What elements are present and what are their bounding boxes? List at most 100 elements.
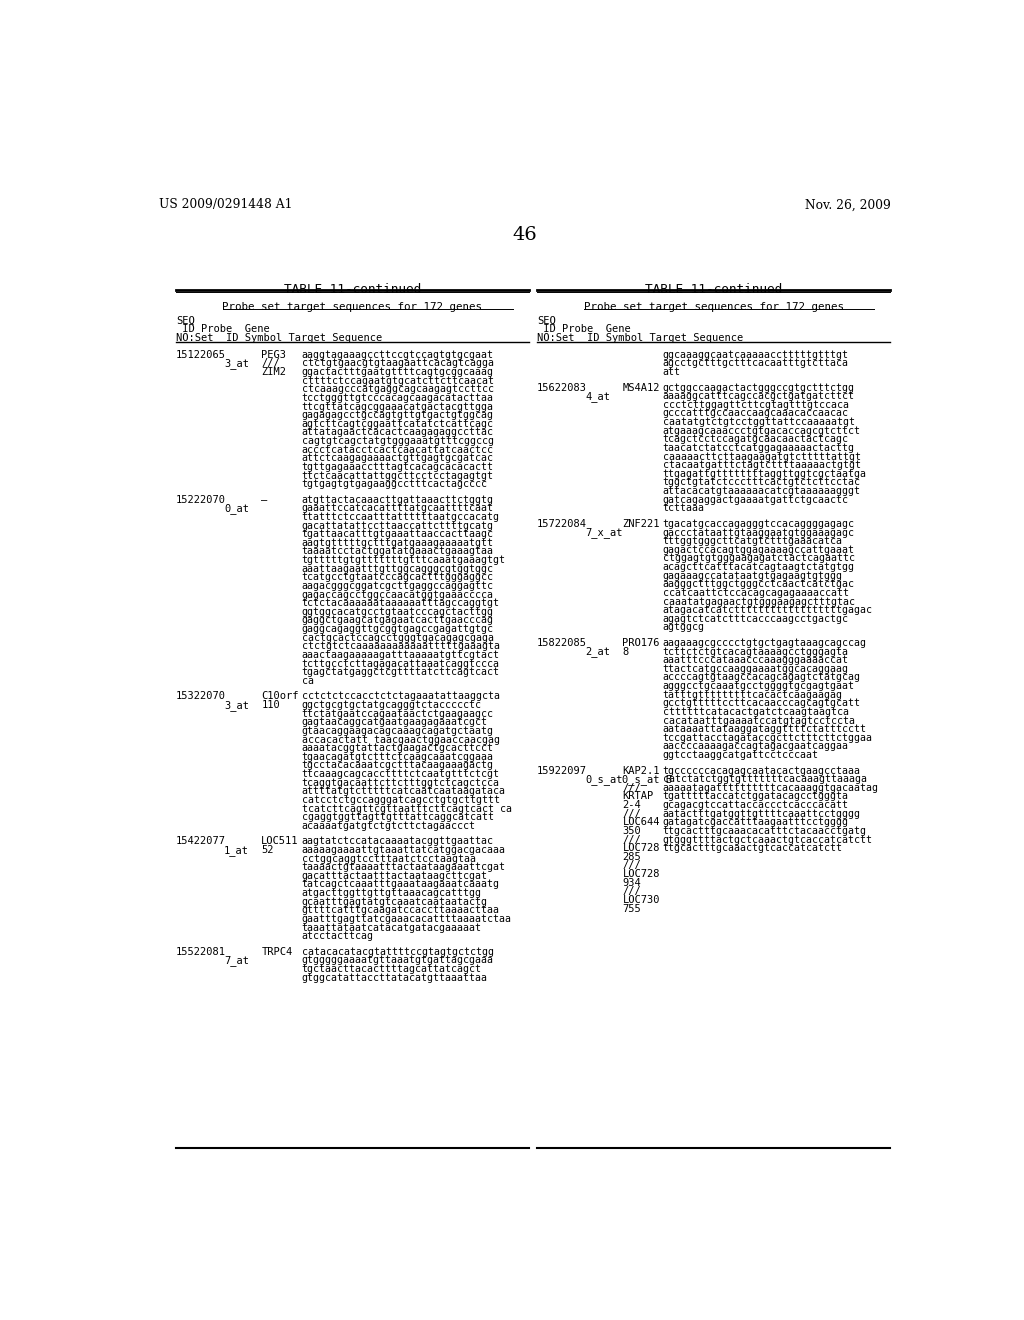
Text: tctctacaaaaaataaaaaatttagccaggtgt: tctctacaaaaaataaaaaatttagccaggtgt	[302, 598, 500, 609]
Text: ttctatgaatccagaataactctgaagaagcc: ttctatgaatccagaataactctgaagaagcc	[302, 709, 494, 718]
Text: tgtttttgtgtttttttgtttcaaatgaaagtgt: tgtttttgtgtttttttgtttcaaatgaaagtgt	[302, 556, 506, 565]
Text: aaccccaaaagaccagtagacgaatcaggaa: aaccccaaaagaccagtagacgaatcaggaa	[663, 742, 849, 751]
Text: aaaaatagattttttttttcacaaaggtgacaatag: aaaaatagattttttttttcacaaaggtgacaatag	[663, 783, 879, 793]
Text: gaggcagaggttgcggtgagccgagattgtgc: gaggcagaggttgcggtgagccgagattgtgc	[302, 624, 494, 634]
Text: agagtctcatctttcacccaagcctgactgc: agagtctcatctttcacccaagcctgactgc	[663, 614, 849, 624]
Text: 0_s_at: 0_s_at	[586, 775, 623, 785]
Text: ZNF221: ZNF221	[623, 519, 659, 529]
Text: 15522081: 15522081	[176, 946, 226, 957]
Text: gttttcatttgcaagatccaccttaaaacttaa: gttttcatttgcaagatccaccttaaaacttaa	[302, 906, 500, 915]
Text: US 2009/0291448 A1: US 2009/0291448 A1	[159, 198, 293, 211]
Text: agcctgctttgctttcacaatttgtcttaca: agcctgctttgctttcacaatttgtcttaca	[663, 359, 849, 368]
Text: ///: ///	[623, 861, 641, 870]
Text: cctctctccacctctctagaaatattaaggcta: cctctctccacctctctagaaatattaaggcta	[302, 692, 500, 701]
Text: tcttgcctcttagagacattaaatcaggtccca: tcttgcctcttagagacattaaatcaggtccca	[302, 659, 500, 669]
Text: 4_at: 4_at	[586, 391, 610, 403]
Text: taacatctatcctcatggagaaaaactacttg: taacatctatcctcatggagaaaaactacttg	[663, 444, 855, 453]
Text: SEQ: SEQ	[538, 315, 556, 326]
Text: 0_at: 0_at	[224, 503, 249, 515]
Text: tgccccccacagagcaatacactgaagcctaaa: tgccccccacagagcaatacactgaagcctaaa	[663, 766, 861, 776]
Text: TRPC4: TRPC4	[261, 946, 293, 957]
Text: tgacatgcaccagagggtccacaggggagagc: tgacatgcaccagagggtccacaggggagagc	[663, 519, 855, 529]
Text: catcctctgccagggatcagcctgtgcttgttt: catcctctgccagggatcagcctgtgcttgttt	[302, 795, 500, 805]
Text: accacactatt taacgaactggaaccaacgag: accacactatt taacgaactggaaccaacgag	[302, 734, 500, 744]
Text: 755: 755	[623, 904, 641, 913]
Text: caatatgtctgtcctggttattccaaaaatgt: caatatgtctgtcctggttattccaaaaatgt	[663, 417, 855, 428]
Text: tggctgtatctccctttcactgtctcttcctac: tggctgtatctccctttcactgtctcttcctac	[663, 478, 861, 487]
Text: cgaggtggttagttgtttattcaggcatcatt: cgaggtggttagttgtttattcaggcatcatt	[302, 812, 494, 822]
Text: gaggctgaagcatgagaatcacttgaacccag: gaggctgaagcatgagaatcacttgaacccag	[302, 615, 494, 626]
Text: cttttctccagaatgtgcatcttcttcaacat: cttttctccagaatgtgcatcttcttcaacat	[302, 376, 494, 385]
Text: ccctcttggagttcttcgtagtttgtccaca: ccctcttggagttcttcgtagtttgtccaca	[663, 400, 849, 411]
Text: tgaacagatgtctttctcaagcaaatcggaaa: tgaacagatgtctttctcaagcaaatcggaaa	[302, 752, 494, 762]
Text: ggcaaaggcaatcaaaaacctttttgtttgt: ggcaaaggcaatcaaaaacctttttgtttgt	[663, 350, 849, 360]
Text: att: att	[663, 367, 681, 378]
Text: tcctgggttgtcccacagcaagacatacttaa: tcctgggttgtcccacagcaagacatacttaa	[302, 393, 494, 403]
Text: aaaaagaaaattgtaaattatcatggacgacaaa: aaaaagaaaattgtaaattatcatggacgacaaa	[302, 845, 506, 855]
Text: ttctcaacattattggcttcctcctagagtgt: ttctcaacattattggcttcctcctagagtgt	[302, 470, 494, 480]
Text: aatactttgatggttgttttcaaattcctgggg: aatactttgatggttgttttcaaattcctgggg	[663, 809, 861, 818]
Text: ggtggcacatgcctgtaatcccagctacttgg: ggtggcacatgcctgtaatcccagctacttgg	[302, 607, 494, 616]
Text: aataaaattataaggataggttttctatttcctt: aataaaattataaggataggttttctatttcctt	[663, 725, 866, 734]
Text: tccgattacctagataccgcttctttcttctggaa: tccgattacctagataccgcttctttcttctggaa	[663, 733, 872, 743]
Text: LOC730: LOC730	[623, 895, 659, 906]
Text: ///: ///	[623, 886, 641, 896]
Text: gatagatcgaccatttaagaatttcctgggg: gatagatcgaccatttaagaatttcctgggg	[663, 817, 849, 828]
Text: PEG3: PEG3	[261, 350, 287, 360]
Text: aagaaagcgcccctgtgctgagtaaagcagccag: aagaaagcgcccctgtgctgagtaaagcagccag	[663, 638, 866, 648]
Text: LOC644: LOC644	[623, 817, 659, 828]
Text: accctcatacctcactcaacattatcaactcc: accctcatacctcactcaacattatcaactcc	[302, 445, 494, 454]
Text: MS4A12: MS4A12	[623, 383, 659, 392]
Text: ccatcaattctccacagcagagaaaaccatt: ccatcaattctccacagcagagaaaaccatt	[663, 587, 849, 598]
Text: tgattaacatttgtgaaattaaccacttaagc: tgattaacatttgtgaaattaaccacttaagc	[302, 529, 494, 540]
Text: cagtgtcagctatgtgggaaatgtttcggccg: cagtgtcagctatgtgggaaatgtttcggccg	[302, 436, 494, 446]
Text: ggctgcgtgctatgcagggtctaccccctc: ggctgcgtgctatgcagggtctaccccctc	[302, 700, 481, 710]
Text: 15922097: 15922097	[538, 766, 587, 776]
Text: gtaacaggaagacagcaaagcagatgctaatg: gtaacaggaagacagcaaagcagatgctaatg	[302, 726, 494, 735]
Text: 15622083: 15622083	[538, 383, 587, 392]
Text: 1_at: 1_at	[224, 845, 249, 855]
Text: gcctgtttttccttcacaacccagcagtgcatt: gcctgtttttccttcacaacccagcagtgcatt	[663, 698, 861, 709]
Text: ttactcatgccaaggaaaatggcacaggaag: ttactcatgccaaggaaaatggcacaggaag	[663, 664, 849, 673]
Text: taaaatcctactggatatgaaactgaaagtaa: taaaatcctactggatatgaaactgaaagtaa	[302, 546, 494, 557]
Text: tgatttttaccatctggatacagcctgggta: tgatttttaccatctggatacagcctgggta	[663, 792, 849, 801]
Text: ID Probe  Gene: ID Probe Gene	[176, 325, 269, 334]
Text: acaaaatgatgtctgtcttctagaaccct: acaaaatgatgtctgtcttctagaaccct	[302, 821, 475, 830]
Text: aagggctttggctgggcctcaactcatctgac: aagggctttggctgggcctcaactcatctgac	[663, 579, 855, 589]
Text: 3_at: 3_at	[224, 359, 249, 370]
Text: cttttttcatacactgatctcaagtaagtca: cttttttcatacactgatctcaagtaagtca	[663, 708, 849, 717]
Text: aaattaagaatttgttggcagggcgtggtggc: aaattaagaatttgttggcagggcgtggtggc	[302, 564, 494, 574]
Text: gacatttactaatttactaataagcttcgat: gacatttactaatttactaataagcttcgat	[302, 871, 487, 880]
Text: gagtaacaggcatgaatgaagagaaatcgct: gagtaacaggcatgaatgaagagaaatcgct	[302, 717, 487, 727]
Text: ctctgtctcaaaaaaaaaaaatttttgaaagta: ctctgtctcaaaaaaaaaaaatttttgaaagta	[302, 642, 500, 651]
Text: TABLE 11-continued: TABLE 11-continued	[645, 284, 782, 296]
Text: atgttactacaaacttgattaaacttctggtg: atgttactacaaacttgattaaacttctggtg	[302, 495, 494, 504]
Text: agggcctgcaaatgcctggggtgcgagtgaat: agggcctgcaaatgcctggggtgcgagtgaat	[663, 681, 855, 692]
Text: gaccctataattgtaaggaatgtggaaagagc: gaccctataattgtaaggaatgtggaaagagc	[663, 528, 855, 537]
Text: aaggtagaaagccttccgtccagtgtgcgaat: aaggtagaaagccttccgtccagtgtgcgaat	[302, 350, 494, 360]
Text: tcatcttcagttcgttaatttcttcagtcact ca: tcatcttcagttcgttaatttcttcagtcact ca	[302, 804, 512, 813]
Text: ttatttctccaatttattttttaatgccacatg: ttatttctccaatttattttttaatgccacatg	[302, 512, 500, 521]
Text: tcagctcctccagatgcaacaactactcagc: tcagctcctccagatgcaacaactactcagc	[663, 434, 849, 445]
Text: gaatttgagttatcgaaacacattttaaaatctaa: gaatttgagttatcgaaacacattttaaaatctaa	[302, 913, 512, 924]
Text: 15322070: 15322070	[176, 692, 226, 701]
Text: atagacatcatcttttttttttttttttttgagac: atagacatcatcttttttttttttttttttgagac	[663, 605, 872, 615]
Text: 15822085: 15822085	[538, 638, 587, 648]
Text: atcctacttcag: atcctacttcag	[302, 931, 374, 941]
Text: caaatatgagaactgtgggaagagctttgtac: caaatatgagaactgtgggaagagctttgtac	[663, 597, 855, 606]
Text: tgagctatgaggctcgttttatcttcagtcact: tgagctatgaggctcgttttatcttcagtcact	[302, 667, 500, 677]
Text: ZIM2: ZIM2	[261, 367, 287, 378]
Text: gagaaagccatataatgtgagaagtgtggg: gagaaagccatataatgtgagaagtgtggg	[663, 570, 843, 581]
Text: NO:Set  ID Symbol Target Sequence: NO:Set ID Symbol Target Sequence	[538, 333, 743, 343]
Text: aagacgggcggatcgcttgaggccaggagttc: aagacgggcggatcgcttgaggccaggagttc	[302, 581, 494, 591]
Text: LOC728: LOC728	[623, 843, 659, 853]
Text: gcaatttgagtatgtcaaatcaataatactg: gcaatttgagtatgtcaaatcaataatactg	[302, 896, 487, 907]
Text: KRTAP: KRTAP	[623, 792, 653, 801]
Text: acagcttcatttacatcagtaagtctatgtgg: acagcttcatttacatcagtaagtctatgtgg	[663, 562, 855, 572]
Text: tgttgagaaacctttagtcacagcacacactt: tgttgagaaacctttagtcacagcacacactt	[302, 462, 494, 473]
Text: attatagaactcacactcaagagaggccttac: attatagaactcacactcaagagaggccttac	[302, 428, 494, 437]
Text: Probe set target sequences for 172 genes: Probe set target sequences for 172 genes	[584, 302, 844, 312]
Text: catctatctggtgtttttttcacaaagttaaaga: catctatctggtgtttttttcacaaagttaaaga	[663, 775, 866, 784]
Text: taaattataatcatacatgatacgaaaaat: taaattataatcatacatgatacgaaaaat	[302, 923, 481, 932]
Text: gatcagaggactgaaaatgattctgcaactc: gatcagaggactgaaaatgattctgcaactc	[663, 495, 849, 504]
